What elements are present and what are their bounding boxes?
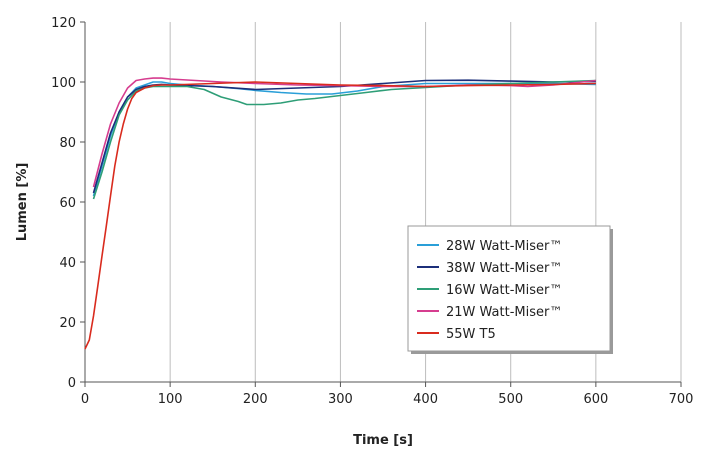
- legend: 28W Watt-Miser™ 38W Watt-Miser™ 16W Watt-M…: [407, 225, 613, 354]
- y-axis-title: Lumen [%]: [15, 163, 30, 242]
- x-tick-label: 500: [498, 392, 523, 407]
- x-tick-label: 200: [243, 392, 268, 407]
- y-tick-label: 0: [68, 376, 76, 391]
- y-tick-label: 40: [59, 256, 76, 271]
- y-tick-label: 60: [59, 196, 76, 211]
- y-tick-label: 80: [59, 136, 76, 151]
- x-tick-label: 100: [158, 392, 183, 407]
- legend-label: 28W Watt-Miser™: [446, 239, 562, 254]
- x-tick-label: 300: [328, 392, 353, 407]
- x-tick-label: 0: [81, 392, 89, 407]
- x-tick-labels: 0 100 200 300 400 500 600 700: [81, 392, 694, 407]
- y-tick-label: 20: [59, 316, 76, 331]
- legend-label: 38W Watt-Miser™: [446, 261, 562, 276]
- legend-label: 55W T5: [446, 327, 496, 342]
- y-tick-label: 100: [51, 76, 76, 91]
- x-axis-title: Time [s]: [353, 433, 413, 448]
- series-line-5: [84, 81, 596, 350]
- x-tick-label: 600: [583, 392, 608, 407]
- legend-label: 16W Watt-Miser™: [446, 283, 562, 298]
- axes: [80, 21, 682, 387]
- y-tick-label: 120: [51, 16, 76, 31]
- x-tick-label: 400: [413, 392, 438, 407]
- y-tick-labels: 0 20 40 60 80 100 120: [51, 16, 76, 391]
- legend-label: 21W Watt-Miser™: [446, 305, 562, 320]
- x-tick-label: 700: [669, 392, 694, 407]
- series-line-2: [92, 79, 596, 194]
- series-lines: [84, 77, 596, 350]
- series-line-3: [92, 79, 596, 200]
- legend-box: [407, 225, 611, 352]
